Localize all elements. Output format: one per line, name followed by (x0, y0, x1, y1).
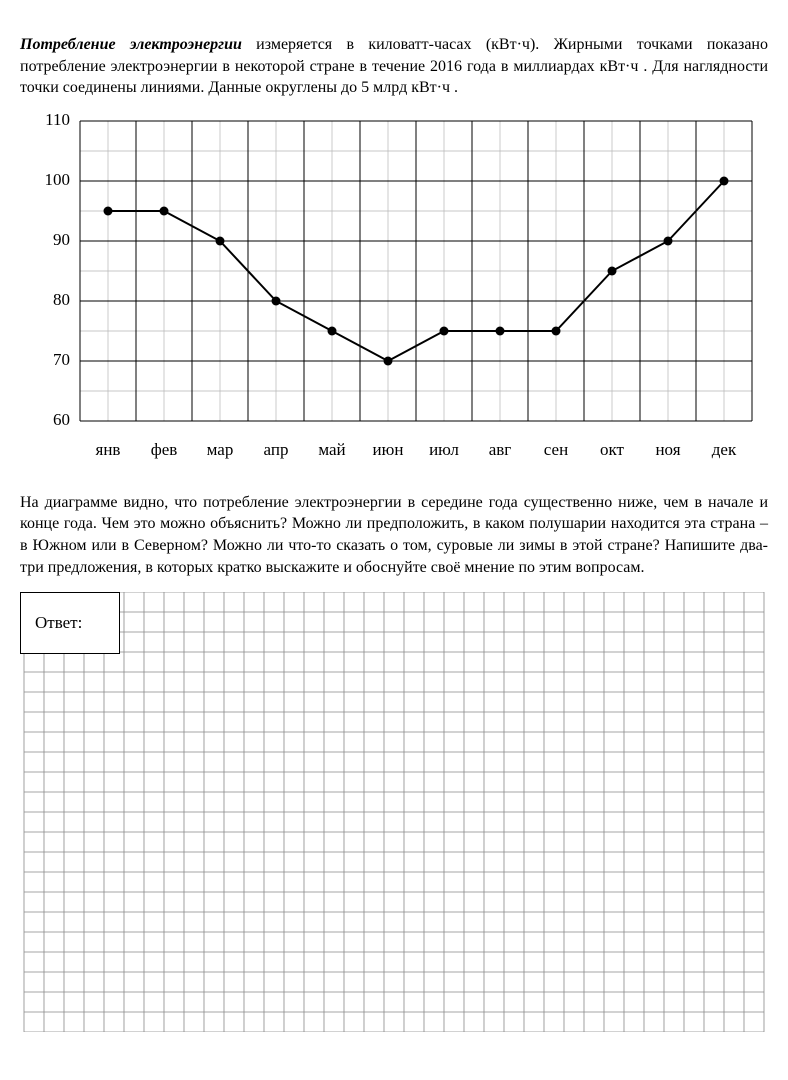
page: Потребление электроэнергии измеряется в … (0, 0, 788, 1052)
svg-text:110: 110 (45, 111, 70, 129)
svg-text:апр: апр (264, 440, 289, 459)
answer-area: Ответ: (20, 592, 768, 1032)
svg-text:окт: окт (600, 440, 625, 459)
svg-text:июн: июн (373, 440, 404, 459)
svg-text:мар: мар (207, 440, 234, 459)
svg-text:дек: дек (712, 440, 737, 459)
answer-label: Ответ: (35, 613, 82, 633)
svg-text:80: 80 (53, 290, 70, 309)
svg-text:май: май (318, 440, 345, 459)
svg-text:100: 100 (45, 170, 71, 189)
intro-paragraph: Потребление электроэнергии измеряется в … (20, 34, 768, 99)
svg-text:июл: июл (429, 440, 459, 459)
answer-label-box: Ответ: (20, 592, 120, 654)
svg-text:янв: янв (96, 440, 121, 459)
svg-text:90: 90 (53, 230, 70, 249)
svg-text:60: 60 (53, 410, 70, 429)
question-paragraph: На диаграмме видно, что потребление элек… (20, 492, 768, 578)
intro-lead: Потребление электроэнергии (20, 36, 242, 53)
svg-text:ноя: ноя (655, 440, 680, 459)
answer-grid (20, 592, 768, 1032)
chart-container: 60 70 80 90 100 110 янв фев мар апр май июн июл авг се… (20, 111, 768, 476)
svg-text:фев: фев (151, 440, 178, 459)
svg-text:сен: сен (544, 440, 568, 459)
svg-text:авг: авг (489, 440, 512, 459)
line-chart: 60 70 80 90 100 110 янв фев мар апр май июн июл авг се… (20, 111, 768, 471)
svg-text:70: 70 (53, 350, 70, 369)
